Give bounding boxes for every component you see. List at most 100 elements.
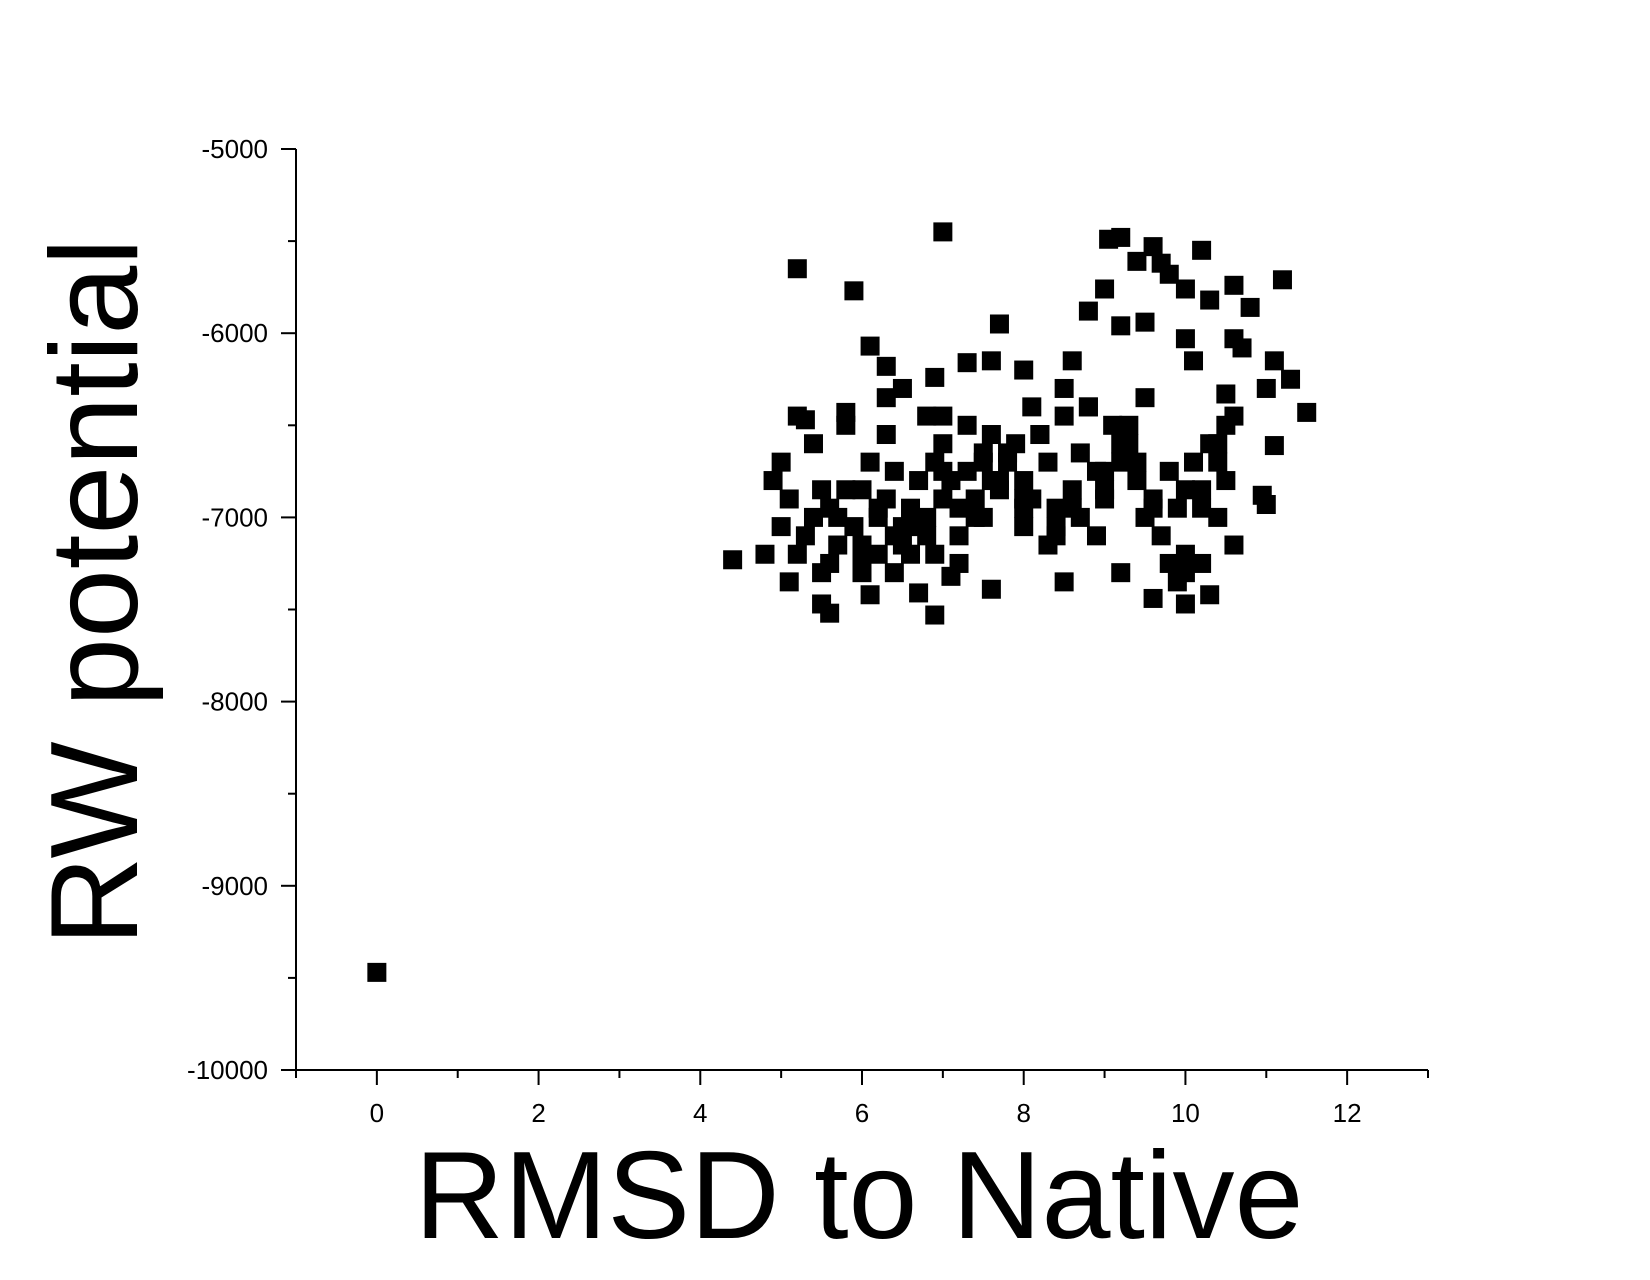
point xyxy=(957,353,977,373)
point xyxy=(852,535,872,555)
x-tick-label: 0 xyxy=(370,1098,384,1128)
x-tick-label: 12 xyxy=(1333,1098,1362,1128)
point xyxy=(1184,452,1204,472)
point xyxy=(1095,480,1115,500)
point xyxy=(1264,351,1284,371)
point xyxy=(1062,351,1082,371)
point xyxy=(1175,279,1195,299)
point xyxy=(1143,237,1163,257)
point xyxy=(1216,384,1236,404)
point xyxy=(1175,544,1195,564)
point xyxy=(860,585,880,605)
point xyxy=(1030,425,1050,445)
point xyxy=(1127,452,1147,472)
y-tick-label: -7000 xyxy=(202,502,269,532)
point xyxy=(779,489,799,509)
point xyxy=(1281,369,1301,389)
point xyxy=(1054,572,1074,592)
point xyxy=(1014,498,1034,518)
point xyxy=(1224,275,1244,295)
point xyxy=(836,415,856,435)
point xyxy=(1111,452,1131,472)
point xyxy=(1240,297,1260,317)
point xyxy=(981,425,1001,445)
point xyxy=(917,507,937,527)
point xyxy=(1167,572,1187,592)
point xyxy=(828,507,848,527)
y-tick-label: -10000 xyxy=(187,1055,268,1085)
point xyxy=(803,434,823,454)
point xyxy=(901,498,921,518)
point xyxy=(787,259,807,279)
point xyxy=(925,544,945,564)
point xyxy=(1200,290,1220,310)
y-tick-label: -9000 xyxy=(202,871,269,901)
point xyxy=(1184,351,1204,371)
point xyxy=(1127,471,1147,491)
point xyxy=(1135,312,1155,332)
point xyxy=(949,553,969,573)
point xyxy=(755,544,775,564)
point xyxy=(787,544,807,564)
point xyxy=(1014,517,1034,537)
y-tick-label: -6000 xyxy=(202,318,269,348)
point xyxy=(1192,498,1212,518)
point xyxy=(820,553,840,573)
point xyxy=(1095,461,1115,481)
point xyxy=(1062,498,1082,518)
x-tick-label: 6 xyxy=(855,1098,869,1128)
point xyxy=(1232,338,1252,358)
point xyxy=(1175,329,1195,349)
point xyxy=(1216,471,1236,491)
point xyxy=(1022,397,1042,417)
point xyxy=(1192,553,1212,573)
point xyxy=(771,452,791,472)
point xyxy=(803,507,823,527)
point xyxy=(1159,264,1179,284)
point xyxy=(925,605,945,625)
y-tick-label: -5000 xyxy=(202,134,269,164)
point xyxy=(933,489,953,509)
x-tick-label: 10 xyxy=(1171,1098,1200,1128)
point xyxy=(1224,406,1244,426)
x-tick-label: 8 xyxy=(1016,1098,1030,1128)
point xyxy=(949,498,969,518)
y-axis-title: RW potential xyxy=(26,238,164,946)
point xyxy=(1200,585,1220,605)
point xyxy=(973,452,993,472)
point xyxy=(933,222,953,242)
point xyxy=(763,471,783,491)
point xyxy=(1256,378,1276,398)
point xyxy=(933,434,953,454)
point xyxy=(909,583,929,603)
point xyxy=(1135,388,1155,408)
point xyxy=(723,550,743,570)
point xyxy=(1078,301,1098,321)
point xyxy=(1272,270,1292,290)
point xyxy=(1078,397,1098,417)
point xyxy=(1127,251,1147,271)
point xyxy=(1143,588,1163,608)
point xyxy=(876,388,896,408)
point xyxy=(1143,498,1163,518)
point xyxy=(836,480,856,500)
point xyxy=(957,461,977,481)
point xyxy=(1167,498,1187,518)
point xyxy=(1111,316,1131,336)
point xyxy=(933,461,953,481)
point xyxy=(965,489,985,509)
point xyxy=(852,563,872,583)
point xyxy=(1208,507,1228,527)
point xyxy=(812,594,832,614)
point xyxy=(876,425,896,445)
point xyxy=(989,314,1009,334)
point xyxy=(1224,535,1244,555)
point xyxy=(989,480,1009,500)
point xyxy=(981,351,1001,371)
point xyxy=(925,367,945,387)
point xyxy=(1175,480,1195,500)
point xyxy=(1086,526,1106,546)
point xyxy=(1070,443,1090,463)
